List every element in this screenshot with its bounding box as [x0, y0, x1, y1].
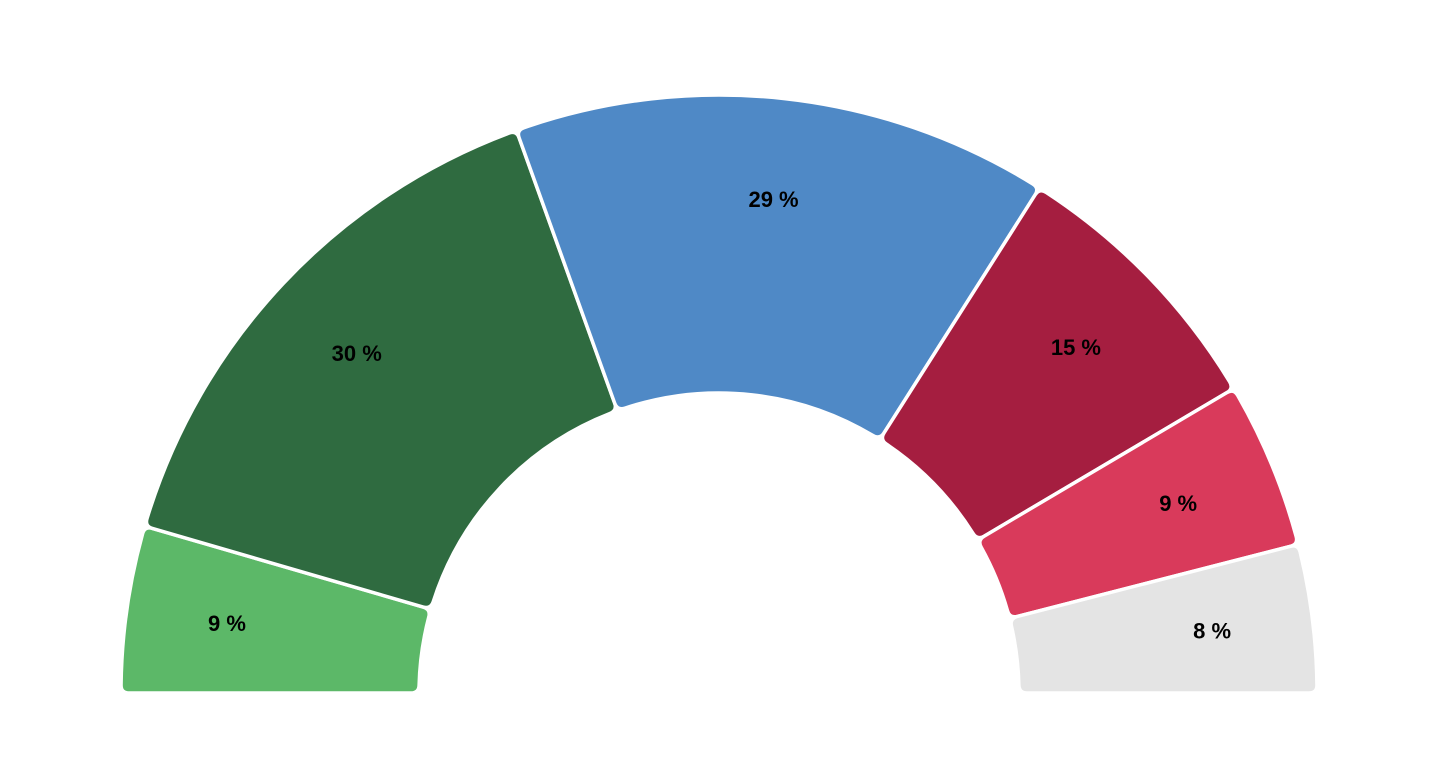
- chart-slice-label-3: 15 %: [1051, 335, 1101, 360]
- chart-slice-label-2: 29 %: [748, 187, 798, 212]
- chart-slice-5[interactable]: [1009, 544, 1319, 695]
- chart-slice-label-4: 9 %: [1159, 491, 1197, 516]
- chart-slice-label-1: 30 %: [332, 341, 382, 366]
- chart-slice-label-5: 8 %: [1193, 619, 1231, 644]
- chart-slice-label-0: 9 %: [208, 611, 246, 636]
